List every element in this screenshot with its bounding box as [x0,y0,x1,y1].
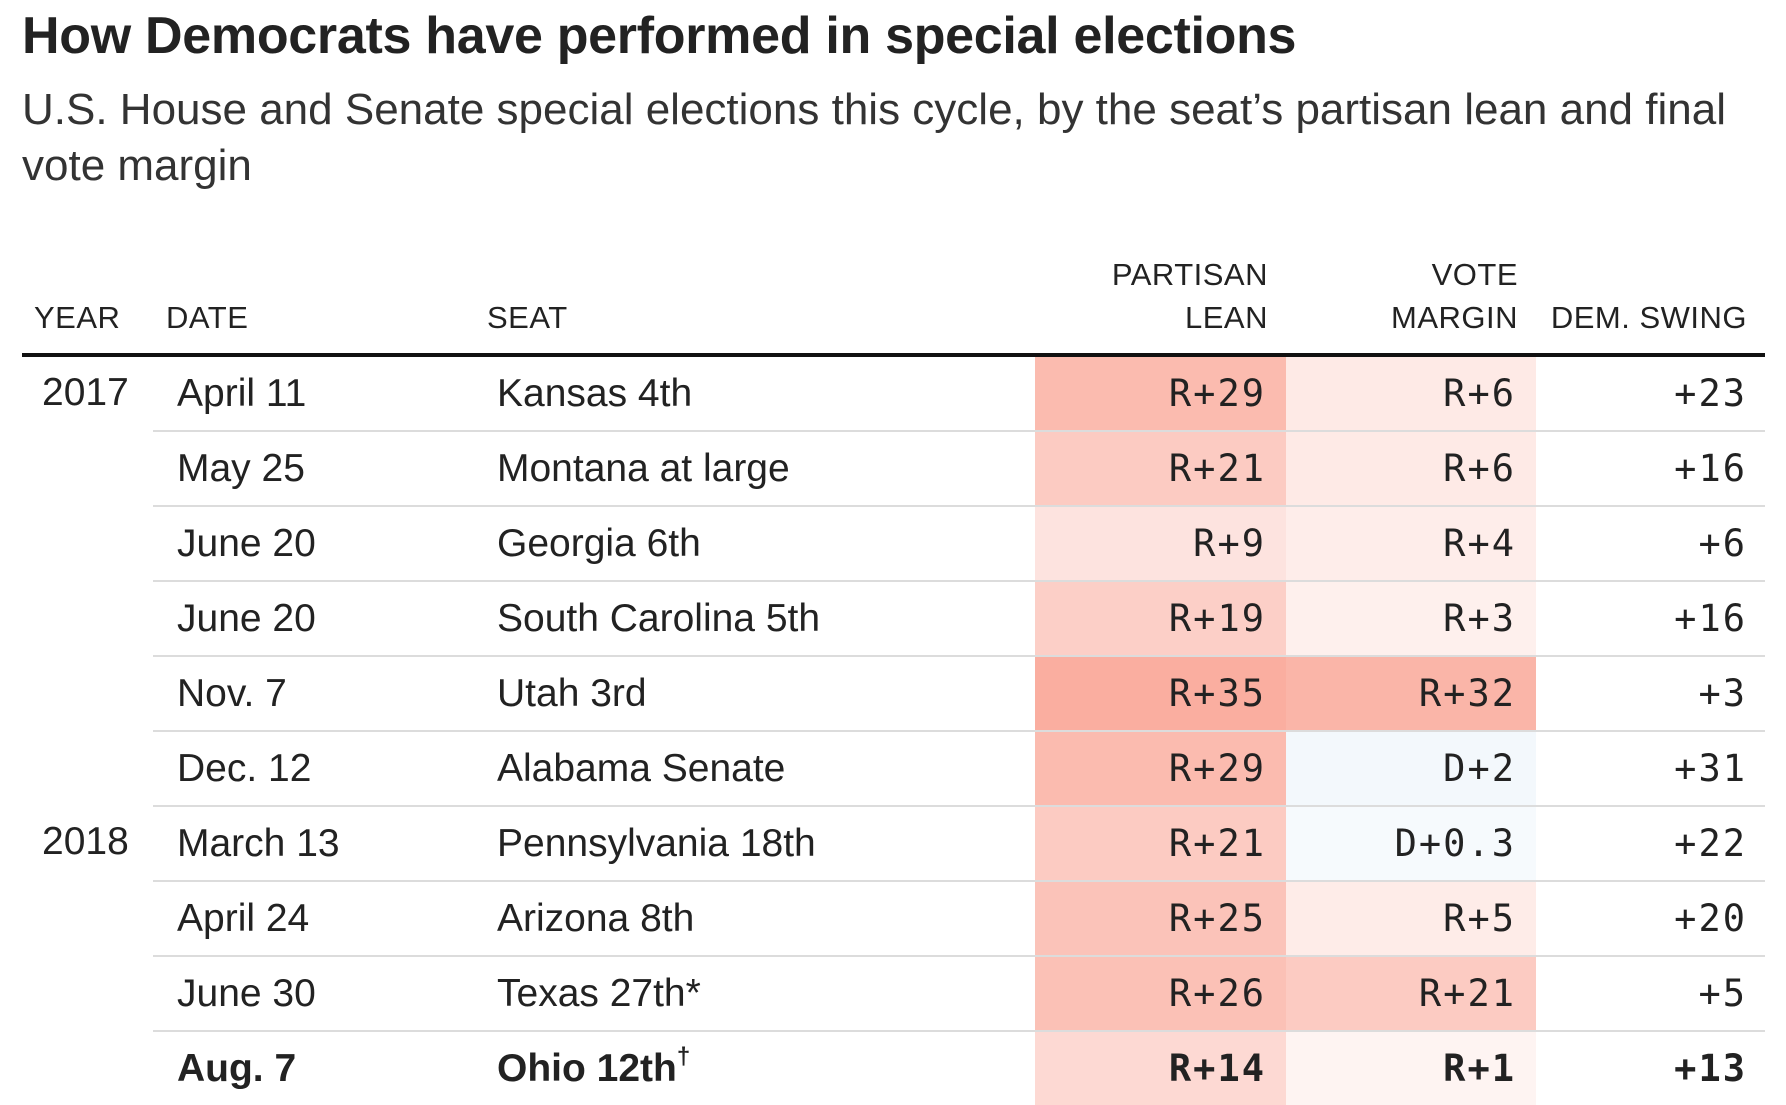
table-row: May 25 Montana at large R+21 R+6 +16 [22,431,1765,507]
seat-name: Utah 3rd [497,671,647,715]
table-row: Nov. 7 Utah 3rd R+35 R+32 +3 [22,656,1765,732]
date-cell: June 20 [153,581,487,657]
seat-name: Montana at large [497,446,790,490]
header-row: YEAR DATE SEAT PARTISAN LEAN VOTE MARGIN… [22,253,1765,355]
seat-name: Kansas 4th [497,371,693,415]
vote-margin-cell: R+1 [1286,1031,1536,1105]
seat-cell: Kansas 4th [487,355,1035,432]
seat-name: Alabama Senate [497,746,786,790]
table-row: 2017 April 11 Kansas 4th R+29 R+6 +23 [22,355,1765,432]
dem-swing-cell: +22 [1536,806,1765,882]
partisan-lean-cell: R+29 [1035,355,1286,432]
date-cell: April 24 [153,881,487,957]
year-cell: 2018 [42,820,129,863]
vote-margin-cell: R+5 [1286,881,1536,957]
date-cell: June 20 [153,506,487,582]
partisan-lean-cell: R+21 [1035,806,1286,882]
table-body: 2017 April 11 Kansas 4th R+29 R+6 +23 May 25 Mo… [22,355,1765,1105]
date-cell: Dec. 12 [153,731,487,807]
chart-subtitle: U.S. House and Senate special elections … [22,85,1726,190]
dem-swing-cell: +23 [1536,355,1765,432]
seat-cell: Alabama Senate [487,731,1035,807]
partisan-lean-cell: R+21 [1035,431,1286,507]
table-row: April 24 Arizona 8th R+25 R+5 +20 [22,881,1765,957]
dem-swing-cell: +6 [1536,506,1765,582]
date-cell: March 13 [153,806,487,882]
partisan-lean-cell: R+35 [1035,656,1286,732]
partisan-lean-cell: R+9 [1035,506,1286,582]
seat-name: Pennsylvania 18th [497,821,816,865]
table-row: Aug. 7 Ohio 12th† R+14 R+1 +13 [22,1031,1765,1105]
chart-title: How Democrats have performed in special … [22,7,1297,65]
dem-swing-cell: +16 [1536,431,1765,507]
partisan-lean-cell: R+26 [1035,956,1286,1032]
date-cell: Nov. 7 [153,656,487,732]
vote-margin-cell: R+6 [1286,431,1536,507]
date-cell: June 30 [153,956,487,1032]
vote-margin-cell: R+21 [1286,956,1536,1032]
elections-table: YEAR DATE SEAT PARTISAN LEAN VOTE MARGIN… [22,253,1765,1105]
seat-cell: Utah 3rd [487,656,1035,732]
seat-cell: Pennsylvania 18th [487,806,1035,882]
vote-margin-cell: R+3 [1286,581,1536,657]
partisan-lean-cell: R+25 [1035,881,1286,957]
seat-column-header: SEAT [487,300,568,335]
dem-swing-cell: +13 [1674,1047,1747,1090]
seat-name: South Carolina 5th [497,596,821,640]
lean-column-header: PARTISAN LEAN [1035,253,1286,355]
seat-cell: Georgia 6th [487,506,1035,582]
seat-name: Arizona 8th [497,896,695,940]
table-row: June 30 Texas 27th* R+26 R+21 +5 [22,956,1765,1032]
table-row: Dec. 12 Alabama Senate R+29 D+2 +31 [22,731,1765,807]
vote-margin-cell: R+32 [1286,656,1536,732]
seat-cell: Ohio 12th† [487,1031,1035,1105]
dem-swing-cell: +3 [1536,656,1765,732]
partisan-lean-cell: R+19 [1035,581,1286,657]
seat-cell: South Carolina 5th [487,581,1035,657]
vote-margin-cell: R+4 [1286,506,1536,582]
table-row: June 20 South Carolina 5th R+19 R+3 +16 [22,581,1765,657]
margin-column-header: VOTE MARGIN [1286,253,1536,355]
year-column-header: YEAR [34,300,121,335]
seat-cell: Arizona 8th [487,881,1035,957]
seat-name: Georgia 6th [497,521,701,565]
dem-swing-cell: +31 [1536,731,1765,807]
date-cell: Aug. 7 [177,1046,297,1090]
lean-header-line2: LEAN [1185,300,1268,335]
partisan-lean-cell: R+29 [1035,731,1286,807]
vote-margin-cell: D+2 [1286,731,1536,807]
lean-header-line1: PARTISAN [1111,257,1268,292]
partisan-lean-cell: R+14 [1035,1031,1286,1105]
margin-header-line1: VOTE [1431,257,1518,292]
seat-cell: Montana at large [487,431,1035,507]
vote-margin-cell: R+6 [1286,355,1536,432]
vote-margin-cell: D+0.3 [1286,806,1536,882]
dem-swing-cell: +5 [1536,956,1765,1032]
table-row: June 20 Georgia 6th R+9 R+4 +6 [22,506,1765,582]
footnote-mark: † [676,1042,691,1070]
dem-swing-cell: +16 [1536,581,1765,657]
date-cell: May 25 [153,431,487,507]
seat-name: Texas 27th* [497,971,701,1015]
year-cell: 2017 [42,371,129,414]
swing-column-header: DEM. SWING [1550,300,1747,335]
seat-name: Ohio 12th [497,1046,677,1090]
date-cell: April 11 [153,355,487,432]
table-row: 2018 March 13 Pennsylvania 18th R+21 D+0.3 +2… [22,806,1765,882]
margin-header-line2: MARGIN [1391,300,1518,335]
dem-swing-cell: +20 [1536,881,1765,957]
seat-cell: Texas 27th* [487,956,1035,1032]
date-column-header: DATE [166,300,249,335]
